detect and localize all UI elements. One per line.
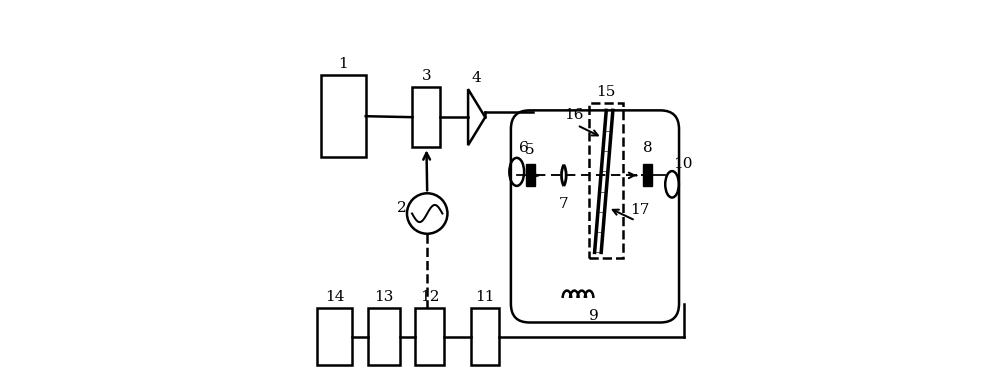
FancyBboxPatch shape <box>511 111 679 323</box>
Text: 2: 2 <box>397 201 407 216</box>
Text: 14: 14 <box>325 290 344 304</box>
Bar <box>526 165 535 186</box>
FancyBboxPatch shape <box>415 308 444 365</box>
FancyBboxPatch shape <box>321 75 366 157</box>
Text: 11: 11 <box>475 290 495 304</box>
Text: 4: 4 <box>472 71 482 85</box>
Text: 16: 16 <box>564 108 584 122</box>
Text: 17: 17 <box>630 203 649 218</box>
Text: 15: 15 <box>596 85 616 99</box>
Text: 12: 12 <box>420 290 439 304</box>
Text: 10: 10 <box>673 157 693 171</box>
Text: 3: 3 <box>422 69 431 83</box>
Text: 7: 7 <box>559 197 569 211</box>
Text: 8: 8 <box>643 141 653 155</box>
FancyBboxPatch shape <box>368 308 400 365</box>
FancyBboxPatch shape <box>471 308 499 365</box>
Text: 13: 13 <box>374 290 393 304</box>
Text: 6: 6 <box>519 141 529 155</box>
FancyBboxPatch shape <box>317 308 352 365</box>
Text: 9: 9 <box>589 309 598 323</box>
Text: 5: 5 <box>524 143 534 157</box>
Bar <box>643 165 652 186</box>
FancyBboxPatch shape <box>412 87 440 147</box>
Text: 1: 1 <box>338 58 348 71</box>
